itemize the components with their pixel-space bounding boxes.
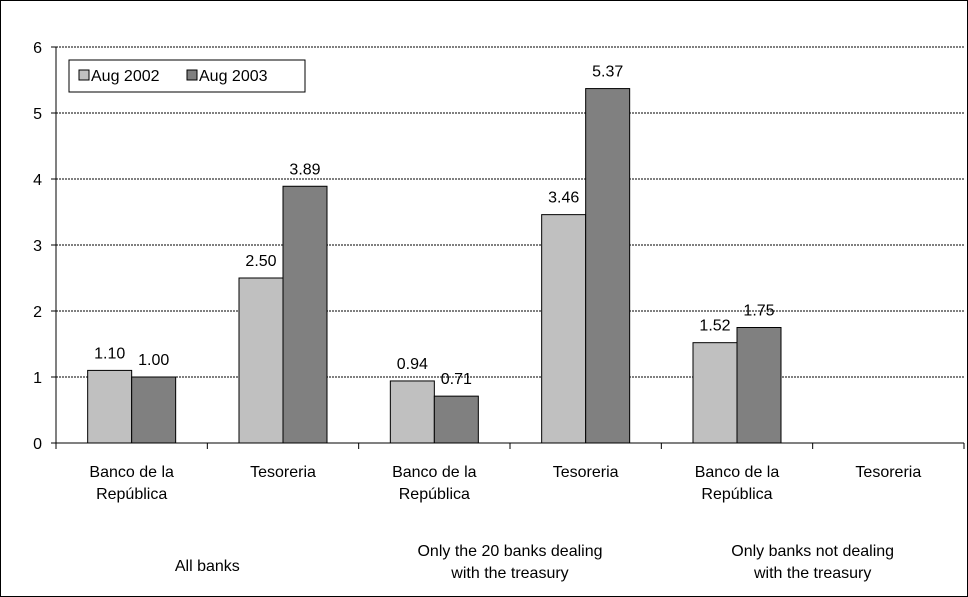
- y-tick-label: 0: [33, 436, 42, 453]
- y-tick-label: 1: [33, 370, 42, 387]
- bar: [238, 277, 284, 444]
- y-tick-label: 3: [33, 238, 42, 255]
- x-group-label: with the treasury: [753, 565, 871, 582]
- data-label: 2.50: [245, 253, 276, 270]
- data-label: 3.89: [289, 161, 320, 178]
- data-label: 1.00: [138, 352, 169, 369]
- data-label: 1.75: [743, 303, 774, 320]
- bar: [87, 369, 133, 444]
- x-category-label: Tesoreria: [855, 464, 921, 481]
- x-group-label: with the treasury: [450, 565, 568, 582]
- x-category-label: República: [399, 486, 470, 503]
- legend-swatch: [186, 69, 198, 81]
- x-category-label: Banco de la: [89, 464, 174, 481]
- legend-label: Aug 2003: [199, 68, 268, 85]
- data-label: 3.46: [548, 190, 579, 207]
- x-category-label: Banco de la: [695, 464, 780, 481]
- bar: [282, 185, 328, 444]
- x-category-label: República: [96, 486, 167, 503]
- bar: [433, 395, 479, 444]
- y-tick-label: 5: [33, 106, 42, 123]
- x-category-label: República: [701, 486, 772, 503]
- bar: [389, 380, 435, 444]
- x-group-label: Only the 20 banks dealing: [417, 543, 602, 560]
- x-category-label: Banco de la: [392, 464, 477, 481]
- bar: [585, 88, 631, 444]
- data-label: 5.37: [592, 64, 623, 81]
- bar: [692, 342, 738, 444]
- y-tick-label: 2: [33, 304, 42, 321]
- x-category-label: Tesoreria: [553, 464, 619, 481]
- x-group-label: All banks: [175, 558, 240, 575]
- legend-swatch: [78, 69, 90, 81]
- legend-label: Aug 2002: [91, 68, 160, 85]
- y-tick-label: 4: [33, 172, 42, 189]
- x-category-label: Tesoreria: [250, 464, 316, 481]
- x-group-label: Only banks not dealing: [731, 543, 894, 560]
- data-label: 0.94: [397, 356, 428, 373]
- bar: [131, 376, 177, 444]
- bar: [541, 214, 587, 444]
- bar: [736, 327, 782, 444]
- data-label: 0.71: [441, 371, 472, 388]
- data-label: 1.10: [94, 345, 125, 362]
- y-tick-label: 6: [33, 40, 42, 57]
- data-label: 1.52: [699, 318, 730, 335]
